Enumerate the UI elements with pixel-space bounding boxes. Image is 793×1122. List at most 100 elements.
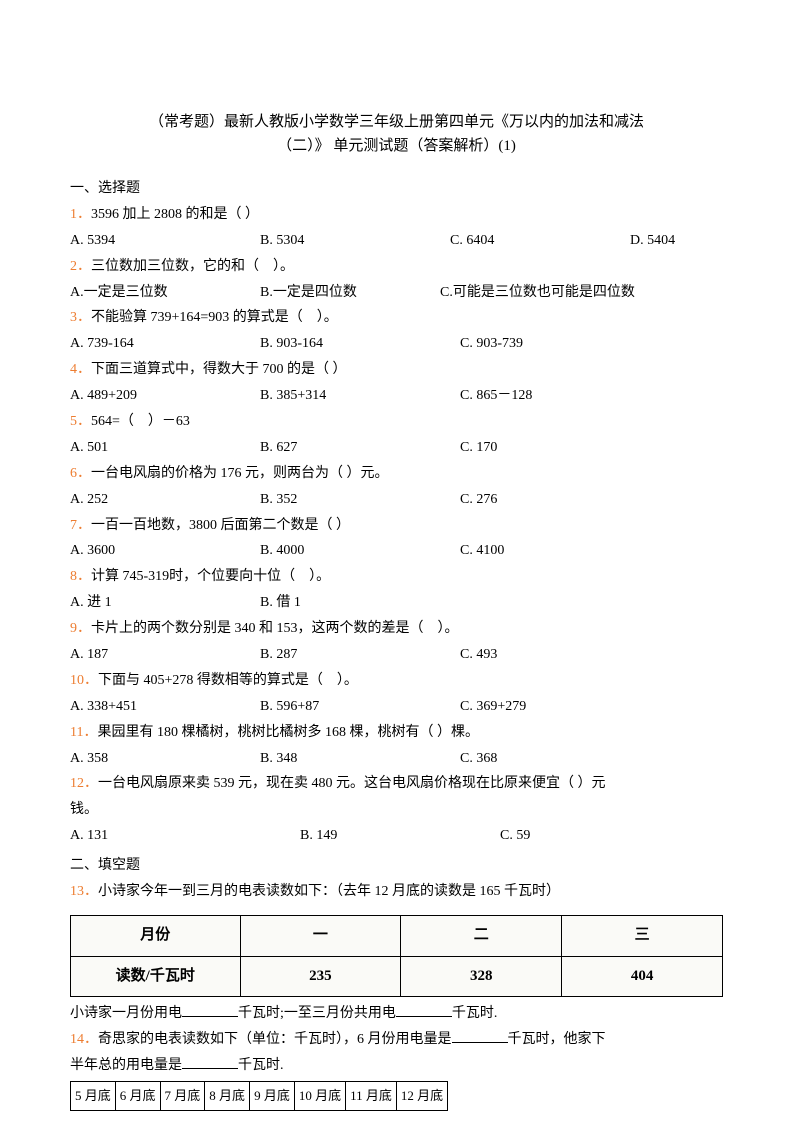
q7-number: 7．: [70, 518, 91, 533]
q11-opt-c: C. 368: [460, 746, 723, 772]
question-13: 13．小诗家今年一到三月的电表读数如下：（去年 12 月底的读数是 165 千瓦…: [70, 879, 723, 905]
q3-options: A. 739-164 B. 903-164 C. 903-739: [70, 331, 723, 357]
q10-number: 10．: [70, 673, 98, 688]
question-10: 10．下面与 405+278 得数相等的算式是（ ）。: [70, 668, 723, 694]
q12-options: A. 131 B. 149 C. 59: [70, 823, 723, 849]
blank: [396, 1003, 452, 1017]
t13-h1: 月份: [71, 915, 241, 956]
t14-c7: 11 月底: [346, 1082, 397, 1111]
q9-opt-b: B. 287: [260, 642, 460, 668]
q14-line2: 半年总的用电量是 千瓦时.: [70, 1053, 723, 1079]
question-6: 6．一台电风扇的价格为 176 元，则两台为（ ）元。: [70, 461, 723, 487]
q3-opt-c: C. 903-739: [460, 331, 723, 357]
title-line-1: （常考题）最新人教版小学数学三年级上册第四单元《万以内的加法和减法: [149, 114, 644, 130]
q6-options: A. 252 B. 352 C. 276: [70, 487, 723, 513]
q7-text: 一百一百地数，3800 后面第二个数是（ ）: [91, 518, 350, 533]
q11-number: 11．: [70, 725, 97, 740]
q10-text: 下面与 405+278 得数相等的算式是（ ）。: [98, 673, 358, 688]
t14-c6: 10 月底: [294, 1082, 345, 1111]
t14-c1: 5 月底: [71, 1082, 116, 1111]
q12-tail: 钱。: [70, 797, 723, 823]
q11-opt-b: B. 348: [260, 746, 460, 772]
q13-after-a: 小诗家一月份用电: [70, 1006, 182, 1021]
section-2-header: 二、填空题: [70, 853, 723, 879]
q10-opt-b: B. 596+87: [260, 694, 460, 720]
blank: [182, 1003, 238, 1017]
q14-text-b: 千瓦时，他家下: [508, 1032, 606, 1047]
q10-opt-c: C. 369+279: [460, 694, 723, 720]
q9-opt-c: C. 493: [460, 642, 723, 668]
q6-opt-c: C. 276: [460, 487, 723, 513]
q2-text: 三位数加三位数，它的和（ ）。: [91, 259, 294, 274]
q14-table: 5 月底 6 月底 7 月底 8 月底 9 月底 10 月底 11 月底 12 …: [70, 1081, 448, 1111]
table-row: 5 月底 6 月底 7 月底 8 月底 9 月底 10 月底 11 月底 12 …: [71, 1082, 448, 1111]
blank: [182, 1055, 238, 1069]
q9-number: 9．: [70, 621, 91, 636]
q2-number: 2．: [70, 259, 91, 274]
q11-options: A. 358 B. 348 C. 368: [70, 746, 723, 772]
q13-text: 小诗家今年一到三月的电表读数如下：（去年 12 月底的读数是 165 千瓦时）: [98, 884, 560, 899]
question-11: 11．果园里有 180 棵橘树，桃树比橘树多 168 棵，桃树有（ ）棵。: [70, 720, 723, 746]
table-row: 读数/千瓦时 235 328 404: [71, 956, 723, 997]
question-12: 12．一台电风扇原来卖 539 元，现在卖 480 元。这台电风扇价格现在比原来…: [70, 771, 723, 797]
q14-text-c: 半年总的用电量是: [70, 1058, 182, 1073]
q4-text: 下面三道算式中，得数大于 700 的是（ ）: [91, 362, 347, 377]
q13-followup: 小诗家一月份用电 千瓦时;一至三月份共用电 千瓦时.: [70, 1001, 723, 1027]
q4-number: 4．: [70, 362, 91, 377]
question-3: 3．不能验算 739+164=903 的算式是（ ）。: [70, 305, 723, 331]
q8-opt-a: A. 进 1: [70, 590, 260, 616]
t14-c2: 6 月底: [115, 1082, 160, 1111]
question-2: 2．三位数加三位数，它的和（ ）。: [70, 254, 723, 280]
q14-text-d: 千瓦时.: [238, 1058, 284, 1073]
q1-options: A. 5394 B. 5304 C. 6404 D. 5404: [70, 228, 723, 254]
q7-options: A. 3600 B. 4000 C. 4100: [70, 538, 723, 564]
question-9: 9．卡片上的两个数分别是 340 和 153，这两个数的差是（ ）。: [70, 616, 723, 642]
q5-opt-b: B. 627: [260, 435, 460, 461]
t13-h3: 二: [401, 915, 562, 956]
q4-opt-a: A. 489+209: [70, 383, 260, 409]
question-8: 8．计算 745-319时，个位要向十位（ ）。: [70, 564, 723, 590]
q7-opt-b: B. 4000: [260, 538, 460, 564]
q4-opt-b: B. 385+314: [260, 383, 460, 409]
question-4: 4．下面三道算式中，得数大于 700 的是（ ）: [70, 357, 723, 383]
t13-v3: 404: [562, 956, 723, 997]
q11-opt-a: A. 358: [70, 746, 260, 772]
q7-opt-a: A. 3600: [70, 538, 260, 564]
q14-text-a: 奇思家的电表读数如下（单位：千瓦时），6 月份用电量是: [98, 1032, 452, 1047]
t14-c5: 9 月底: [250, 1082, 295, 1111]
q7-opt-c: C. 4100: [460, 538, 723, 564]
q2-opt-c: C.可能是三位数也可能是四位数: [440, 280, 723, 306]
q3-opt-a: A. 739-164: [70, 331, 260, 357]
q11-text: 果园里有 180 棵橘树，桃树比橘树多 168 棵，桃树有（ ）棵。: [97, 725, 479, 740]
t14-c3: 7 月底: [160, 1082, 205, 1111]
q5-options: A. 501 B. 627 C. 170: [70, 435, 723, 461]
q1-number: 1．: [70, 207, 91, 222]
q1-opt-c: C. 6404: [450, 228, 630, 254]
q12-opt-c: C. 59: [500, 823, 723, 849]
q5-text: 564=（ ）－63: [91, 414, 190, 429]
q13-after-c: 千瓦时.: [452, 1006, 498, 1021]
q2-opt-a: A.一定是三位数: [70, 280, 260, 306]
q14-number: 14．: [70, 1032, 98, 1047]
q5-number: 5．: [70, 414, 91, 429]
q1-opt-b: B. 5304: [260, 228, 450, 254]
q4-opt-c: C. 865－128: [460, 383, 723, 409]
t13-v2: 328: [401, 956, 562, 997]
q8-text: 计算 745-319时，个位要向十位（ ）。: [91, 569, 330, 584]
q8-number: 8．: [70, 569, 91, 584]
q13-table: 月份 一 二 三 读数/千瓦时 235 328 404: [70, 915, 723, 998]
q8-opt-b: B. 借 1: [260, 590, 723, 616]
q13-after-b: 千瓦时;一至三月份共用电: [238, 1006, 396, 1021]
q9-text: 卡片上的两个数分别是 340 和 153，这两个数的差是（ ）。: [91, 621, 459, 636]
q5-opt-c: C. 170: [460, 435, 723, 461]
q4-options: A. 489+209 B. 385+314 C. 865－128: [70, 383, 723, 409]
q3-opt-b: B. 903-164: [260, 331, 460, 357]
q6-text: 一台电风扇的价格为 176 元，则两台为（ ）元。: [91, 466, 389, 481]
q12-number: 12．: [70, 776, 98, 791]
q1-text: 3596 加上 2808 的和是（ ）: [91, 207, 259, 222]
question-1: 1．3596 加上 2808 的和是（ ）: [70, 202, 723, 228]
q3-number: 3．: [70, 310, 91, 325]
q12-opt-a: A. 131: [70, 823, 300, 849]
q6-opt-b: B. 352: [260, 487, 460, 513]
blank: [452, 1029, 508, 1043]
